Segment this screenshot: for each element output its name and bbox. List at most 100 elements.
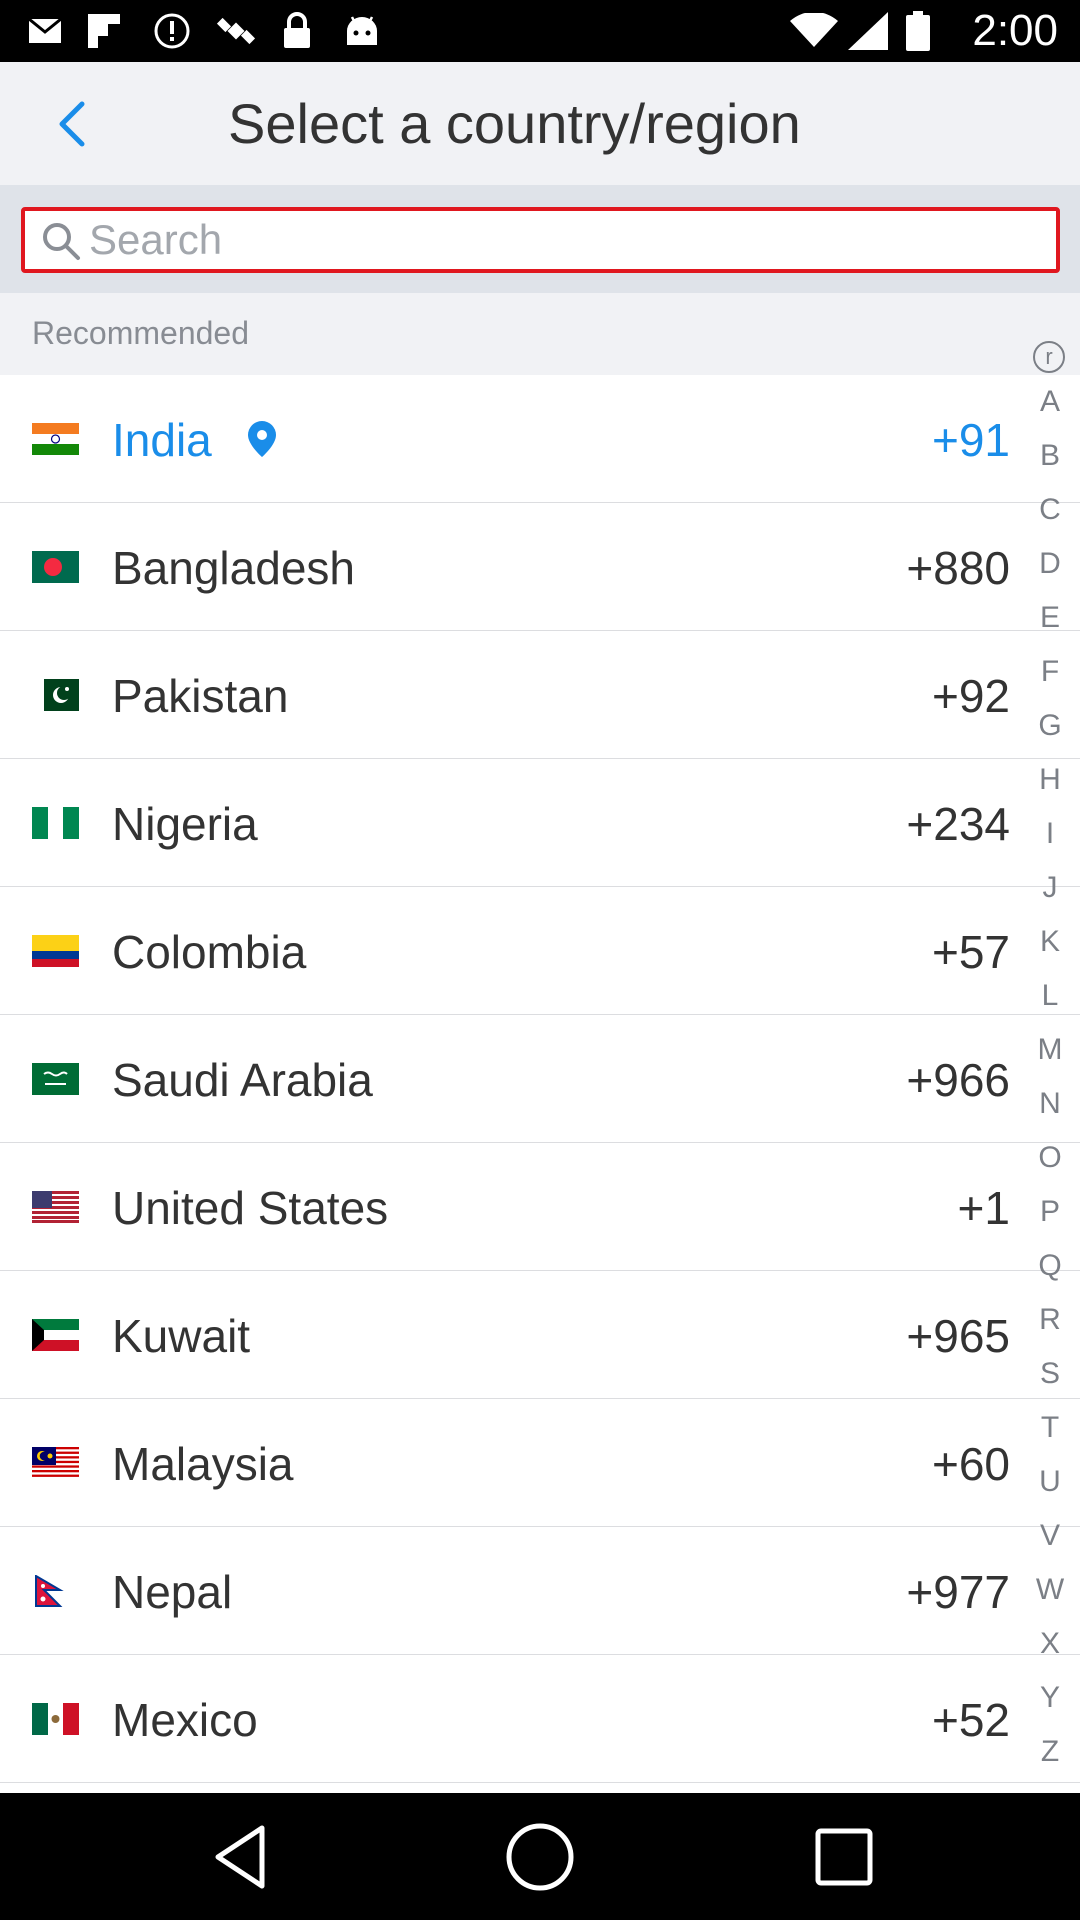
search-area <box>0 185 1080 293</box>
country-row-colombia[interactable]: Colombia +57 <box>0 887 1080 1015</box>
section-title: Recommended <box>32 315 249 351</box>
chevron-left-icon <box>59 101 85 147</box>
location-pin-icon <box>245 419 279 459</box>
country-row-malaysia[interactable]: Malaysia +60 <box>0 1399 1080 1527</box>
index-letter-p[interactable]: P <box>1039 1195 1060 1228</box>
country-row-india[interactable]: India +91 <box>0 375 1080 503</box>
index-letter-z[interactable]: Z <box>1040 1735 1060 1768</box>
country-name: Nepal <box>112 1566 233 1618</box>
alphabet-index[interactable]: r A B C D E F G H I J K L M N O P Q R S … <box>1020 330 1080 1790</box>
index-letter-recommended[interactable]: r <box>1033 341 1065 373</box>
index-letter-b[interactable]: B <box>1039 439 1060 472</box>
country-row-bangladesh[interactable]: Bangladesh +880 <box>0 503 1080 631</box>
back-button[interactable] <box>40 92 104 156</box>
android-icon <box>344 10 380 52</box>
united-states-flag-icon <box>32 1191 79 1223</box>
status-bar: 2:00 <box>0 0 1080 62</box>
country-code: +977 <box>906 1566 1010 1618</box>
country-name: Kuwait <box>112 1310 251 1362</box>
malaysia-flag-icon <box>32 1447 79 1479</box>
nav-back-button[interactable] <box>204 1821 276 1893</box>
index-letter-v[interactable]: V <box>1039 1519 1060 1552</box>
country-name: Pakistan <box>112 670 289 722</box>
satellite-icon <box>216 10 256 52</box>
index-letter-n[interactable]: N <box>1039 1087 1061 1120</box>
saudi-arabia-flag-icon <box>32 1063 79 1095</box>
flipboard-icon <box>88 10 120 52</box>
country-code: +966 <box>906 1054 1010 1106</box>
navigation-bar <box>0 1793 1080 1920</box>
country-name: United States <box>112 1182 389 1234</box>
index-letter-c[interactable]: C <box>1039 493 1061 526</box>
mexico-flag-icon <box>32 1703 79 1735</box>
section-header: Recommended <box>0 293 1080 375</box>
country-name: Malaysia <box>112 1438 294 1490</box>
country-code: +57 <box>931 926 1010 978</box>
country-code: +91 <box>931 414 1010 466</box>
index-letter-s[interactable]: S <box>1039 1357 1060 1390</box>
country-code: +965 <box>906 1310 1010 1362</box>
country-name: Mexico <box>112 1694 258 1746</box>
index-letter-y[interactable]: Y <box>1039 1681 1060 1714</box>
index-letter-r[interactable]: R <box>1039 1303 1061 1336</box>
nav-recents-button[interactable] <box>808 1821 880 1893</box>
country-code: +1 <box>957 1182 1010 1234</box>
signal-icon <box>848 10 888 52</box>
country-name: Colombia <box>112 926 307 978</box>
wifi-icon <box>790 10 838 52</box>
country-row-nepal[interactable]: Nepal +977 <box>0 1527 1080 1655</box>
home-icon <box>506 1823 574 1891</box>
mail-icon <box>28 10 62 52</box>
country-code: +880 <box>906 542 1010 594</box>
country-name: Saudi Arabia <box>112 1054 373 1106</box>
index-letter-l[interactable]: L <box>1041 979 1059 1012</box>
index-letter-t[interactable]: T <box>1040 1411 1060 1444</box>
index-letter-w[interactable]: W <box>1035 1573 1065 1606</box>
battery-icon <box>906 10 930 52</box>
country-row-saudi-arabia[interactable]: Saudi Arabia +966 <box>0 1015 1080 1143</box>
index-letter-i[interactable]: I <box>1045 817 1055 850</box>
index-letter-h[interactable]: H <box>1039 763 1061 796</box>
index-letter-j[interactable]: J <box>1042 871 1058 904</box>
index-letter-u[interactable]: U <box>1039 1465 1061 1498</box>
nigeria-flag-icon <box>32 807 79 839</box>
bangladesh-flag-icon <box>32 551 79 583</box>
search-icon <box>43 223 80 260</box>
pakistan-flag-icon <box>32 679 79 711</box>
india-flag-icon <box>32 423 79 455</box>
nepal-flag-icon <box>32 1575 79 1607</box>
recents-icon <box>815 1828 873 1886</box>
search-input[interactable] <box>89 215 1019 265</box>
country-row-nigeria[interactable]: Nigeria +234 <box>0 759 1080 887</box>
country-code: +92 <box>931 670 1010 722</box>
country-code: +52 <box>931 1694 1010 1746</box>
colombia-flag-icon <box>32 935 79 967</box>
country-code: +60 <box>931 1438 1010 1490</box>
country-row-united-states[interactable]: United States +1 <box>0 1143 1080 1271</box>
index-letter-x[interactable]: X <box>1039 1627 1060 1660</box>
nav-home-button[interactable] <box>504 1821 576 1893</box>
index-letter-k[interactable]: K <box>1039 925 1060 958</box>
search-box[interactable] <box>21 207 1060 273</box>
index-letter-a[interactable]: A <box>1039 385 1060 418</box>
alert-icon <box>154 10 190 52</box>
index-letter-f[interactable]: F <box>1040 655 1060 688</box>
index-letter-e[interactable]: E <box>1039 601 1060 634</box>
index-letter-q[interactable]: Q <box>1038 1249 1062 1282</box>
index-letter-m[interactable]: M <box>1037 1033 1063 1066</box>
country-code: +234 <box>906 798 1010 850</box>
lock-icon <box>282 10 312 52</box>
index-letter-d[interactable]: D <box>1039 547 1061 580</box>
kuwait-flag-icon <box>32 1319 79 1351</box>
country-row-kuwait[interactable]: Kuwait +965 <box>0 1271 1080 1399</box>
country-name: Nigeria <box>112 798 258 850</box>
app-header: Select a country/region <box>0 62 1080 185</box>
index-letter-o[interactable]: O <box>1038 1141 1062 1174</box>
country-row-mexico[interactable]: Mexico +52 <box>0 1655 1080 1783</box>
country-list: India +91 Bangladesh +880 Pakistan +92 N… <box>0 375 1080 1793</box>
page-title: Select a country/region <box>228 92 801 155</box>
country-row-pakistan[interactable]: Pakistan +92 <box>0 631 1080 759</box>
index-letter-g[interactable]: G <box>1038 709 1062 742</box>
clock: 2:00 <box>972 6 1058 55</box>
country-name: Bangladesh <box>112 542 355 594</box>
